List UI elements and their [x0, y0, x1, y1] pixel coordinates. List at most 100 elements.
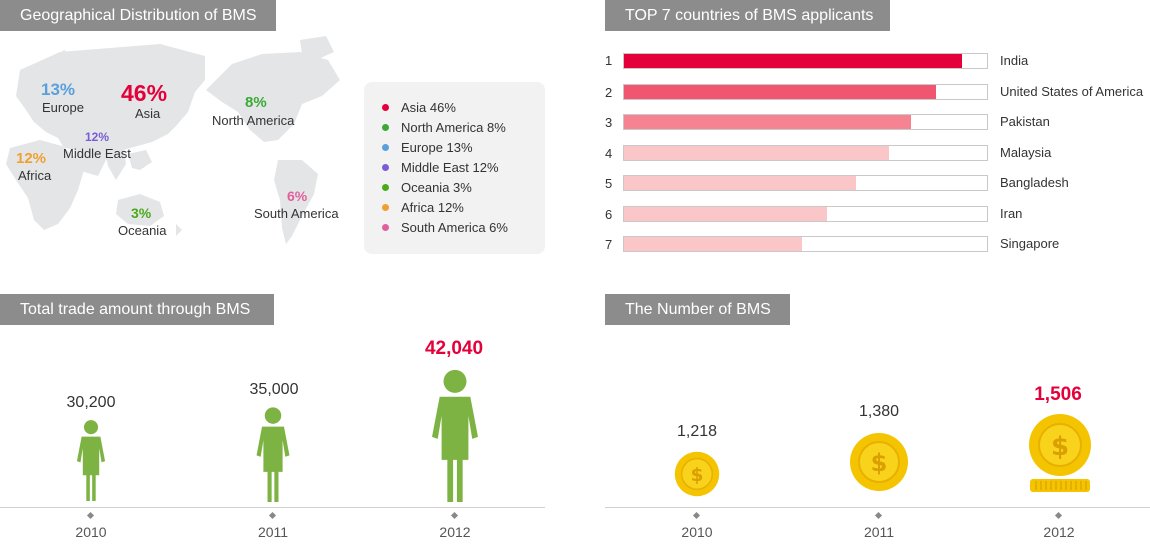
top7-section-title: TOP 7 countries of BMS applicants: [605, 0, 890, 31]
count-year-2011: 2011: [863, 524, 895, 540]
legend-item: Europe 13%: [382, 140, 473, 155]
count-year-2010: 2010: [681, 524, 713, 540]
geo-section-title: Geographical Distribution of BMS: [0, 0, 276, 31]
rank-number: 4: [605, 146, 613, 161]
bar-fill-singapore: [624, 237, 802, 251]
rank-number: 3: [605, 115, 613, 130]
trade-year-2012: 2012: [439, 524, 471, 540]
legend-label: Oceania 3%: [401, 180, 472, 195]
tick-marker: [86, 511, 95, 520]
map-label-africa: Africa: [18, 168, 52, 183]
map-japan: [176, 92, 186, 118]
count-value-2011: 1,380: [858, 403, 900, 420]
trade-year-2011: 2011: [257, 524, 289, 540]
rank-number: 2: [605, 85, 613, 100]
bar-track: [623, 84, 988, 100]
tick-marker: [1054, 511, 1063, 520]
person-2011-icon: [256, 407, 290, 502]
bar-fill-india: [624, 54, 962, 68]
bar-track: [623, 53, 988, 69]
legend-dot: [382, 164, 389, 172]
map-pct-north-america: 8%: [245, 94, 267, 111]
legend-dot: [382, 184, 389, 192]
map-pct-asia: 46%: [121, 80, 168, 106]
legend-dot: [382, 124, 389, 132]
country-label: Iran: [1000, 206, 1023, 221]
person-2012-icon: [432, 369, 478, 502]
legend-label: Africa 12%: [401, 200, 464, 215]
map-pct-middle-east: 12%: [85, 130, 110, 144]
legend-dot: [382, 104, 389, 112]
trade-value-2010: 30,200: [66, 394, 116, 411]
rank-number: 7: [605, 237, 613, 252]
map-south-america: [274, 160, 318, 244]
legend-label: South America 6%: [401, 220, 508, 235]
count-value-2012: 1,506: [1034, 384, 1082, 405]
tick-marker: [268, 511, 277, 520]
legend-item: Africa 12%: [382, 200, 464, 215]
map-scandinavia: [52, 50, 76, 72]
country-label: Bangladesh: [1000, 175, 1069, 190]
tick-marker: [692, 511, 701, 520]
count-value-2010: 1,218: [676, 423, 718, 440]
map-africa: [6, 140, 84, 230]
trade-baseline: [0, 507, 545, 508]
legend-label: Asia 46%: [401, 100, 456, 115]
map-nz: [176, 224, 182, 236]
legend-label: Middle East 12%: [401, 160, 499, 175]
trade-year-2010: 2010: [75, 524, 107, 540]
bar-fill-bangladesh: [624, 176, 856, 190]
svg-text:$: $: [691, 465, 704, 486]
coin-2011-icon: $: [850, 433, 908, 491]
bar-track: [623, 236, 988, 252]
bar-track: [623, 175, 988, 191]
country-label: Malaysia: [1000, 145, 1052, 160]
legend-item: Oceania 3%: [382, 180, 472, 195]
count-section-title: The Number of BMS: [605, 294, 790, 325]
legend-item: South America 6%: [382, 220, 508, 235]
country-label: India: [1000, 53, 1029, 68]
world-map: [6, 36, 340, 244]
legend-dot: [382, 224, 389, 232]
svg-text:$: $: [1051, 432, 1069, 462]
count-year-2012: 2012: [1043, 524, 1075, 540]
map-eurasia: [16, 44, 205, 156]
person-2010-icon: [76, 420, 106, 501]
map-greenland: [300, 36, 334, 60]
svg-text:$: $: [871, 449, 888, 477]
tick-marker: [874, 511, 883, 520]
bar-fill-iran: [624, 207, 827, 221]
map-label-south-america: South America: [254, 206, 339, 221]
legend-dot: [382, 144, 389, 152]
map-pct-south-america: 6%: [287, 188, 308, 204]
legend-label: North America 8%: [401, 120, 506, 135]
map-label-europe: Europe: [42, 100, 84, 115]
map-india: [104, 148, 126, 180]
coin-stack-2012-icon: $: [1029, 414, 1091, 492]
rank-number: 5: [605, 176, 613, 191]
map-australia: [116, 194, 164, 226]
geo-legend: Asia 46% North America 8% Europe 13% Mid…: [364, 82, 545, 254]
legend-dot: [382, 204, 389, 212]
bar-track: [623, 114, 988, 130]
bar-track: [623, 206, 988, 222]
trade-value-2011: 35,000: [249, 381, 299, 398]
rank-number: 6: [605, 207, 613, 222]
legend-item: North America 8%: [382, 120, 506, 135]
legend-label: Europe 13%: [401, 140, 473, 155]
country-label: Pakistan: [1000, 114, 1050, 129]
bar-fill-malaysia: [624, 146, 889, 160]
map-label-oceania: Oceania: [118, 223, 167, 238]
coin-2010-icon: $: [674, 451, 720, 497]
map-pct-africa: 12%: [16, 150, 47, 167]
map-label-north-america: North America: [212, 113, 295, 128]
legend-item: Middle East 12%: [382, 160, 499, 175]
bar-fill-pakistan: [624, 115, 911, 129]
country-label: Singapore: [1000, 236, 1060, 251]
map-seasia: [128, 150, 152, 170]
rank-number: 1: [605, 53, 613, 68]
bar-fill-usa: [624, 85, 936, 99]
tick-marker: [450, 511, 459, 520]
map-label-middle-east: Middle East: [63, 146, 131, 161]
country-label: United States of America: [1000, 84, 1144, 99]
